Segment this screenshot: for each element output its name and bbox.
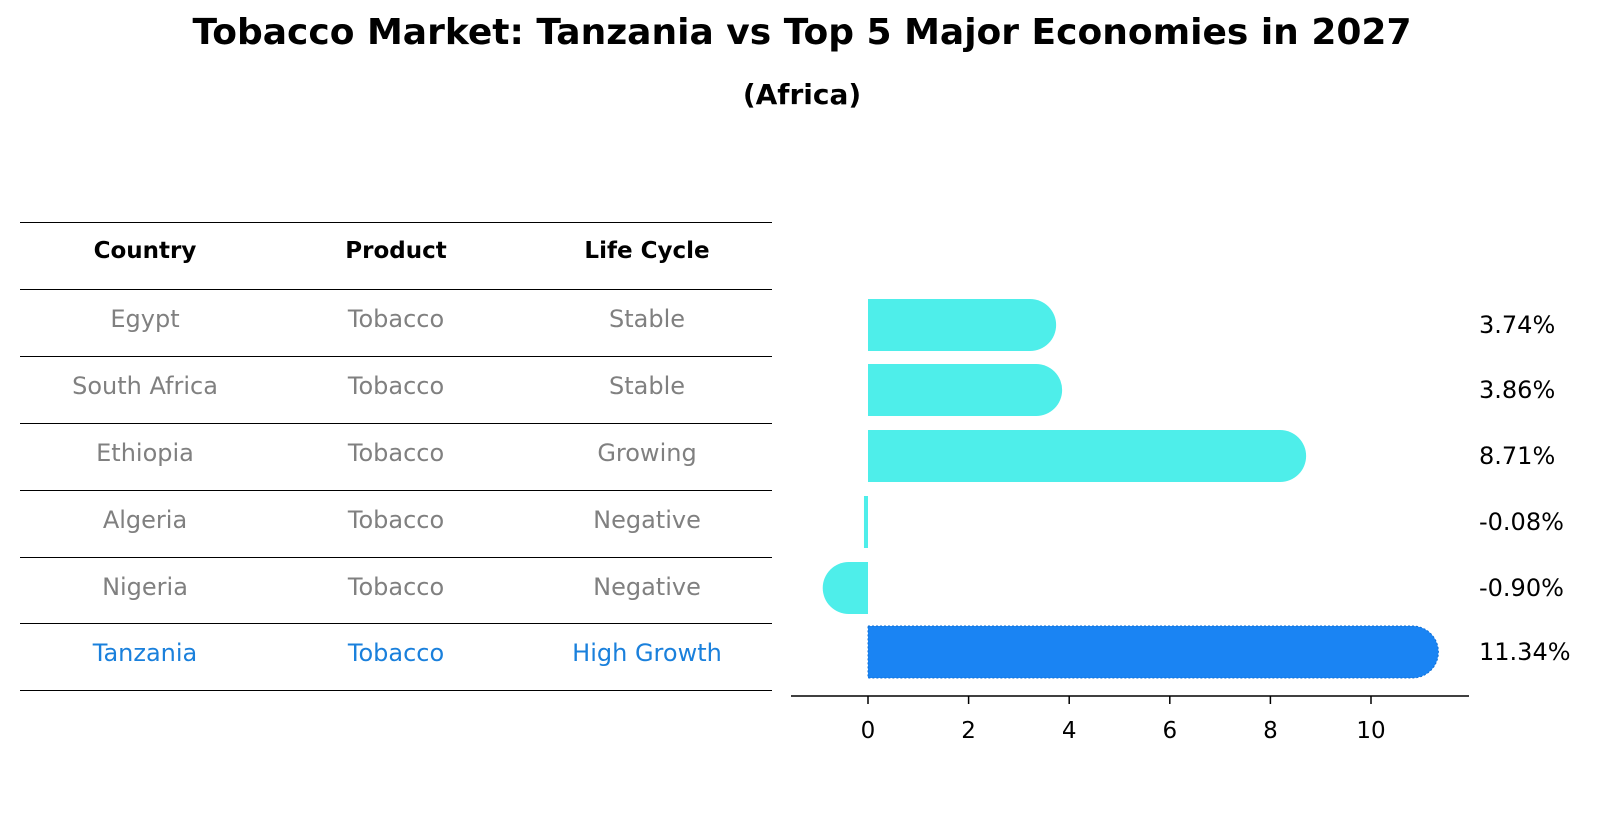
row-product: Tobacco: [347, 573, 445, 601]
x-tick-label: 8: [1263, 718, 1278, 744]
bar-nigeria: [822, 562, 868, 614]
value-label: 8.71%: [1479, 442, 1555, 470]
row-country: Algeria: [102, 506, 188, 534]
row-rule: [20, 356, 772, 357]
value-label: 11.34%: [1479, 638, 1571, 666]
row-country: Nigeria: [102, 573, 188, 601]
row-country: South Africa: [72, 372, 218, 400]
row-rule: [20, 490, 772, 491]
value-label: -0.08%: [1479, 508, 1564, 536]
row-country: Tanzania: [92, 639, 198, 667]
x-tick-label: 0: [861, 718, 876, 744]
x-tick-label: 2: [961, 718, 976, 744]
chart-subtitle: (Africa): [742, 78, 862, 111]
row-product: Tobacco: [347, 506, 445, 534]
row-product: Tobacco: [347, 439, 445, 467]
bar-tanzania: [867, 625, 1439, 679]
row-life-cycle: Growing: [597, 439, 697, 467]
chart-title: Tobacco Market: Tanzania vs Top 5 Major …: [192, 12, 1412, 53]
table-bottom-rule: [20, 690, 772, 691]
table-top-rule: [20, 222, 772, 223]
row-life-cycle: Negative: [593, 506, 701, 534]
header-country: Country: [93, 238, 197, 264]
row-rule: [20, 423, 772, 424]
value-label: -0.90%: [1479, 574, 1564, 602]
row-product: Tobacco: [347, 639, 445, 667]
header-life-cycle: Life Cycle: [584, 238, 710, 264]
x-tick-label: 4: [1062, 718, 1077, 744]
row-life-cycle: High Growth: [572, 639, 722, 667]
bar-south-africa: [868, 364, 1063, 416]
bar-ethiopia: [868, 430, 1307, 482]
x-tick-label: 10: [1356, 718, 1385, 744]
row-rule: [20, 557, 772, 558]
row-life-cycle: Stable: [608, 305, 686, 333]
bar-egypt: [868, 299, 1057, 351]
row-product: Tobacco: [347, 372, 445, 400]
value-label: 3.74%: [1479, 311, 1555, 339]
value-label: 3.86%: [1479, 376, 1555, 404]
row-life-cycle: Negative: [593, 573, 701, 601]
x-tick-label: 6: [1162, 718, 1177, 744]
row-rule: [20, 623, 772, 624]
row-country: Ethiopia: [96, 439, 194, 467]
row-country: Egypt: [110, 305, 180, 333]
header-rule: [20, 289, 772, 290]
bar-algeria: [863, 496, 868, 548]
row-life-cycle: Stable: [608, 372, 686, 400]
row-product: Tobacco: [347, 305, 445, 333]
header-product: Product: [345, 238, 447, 264]
